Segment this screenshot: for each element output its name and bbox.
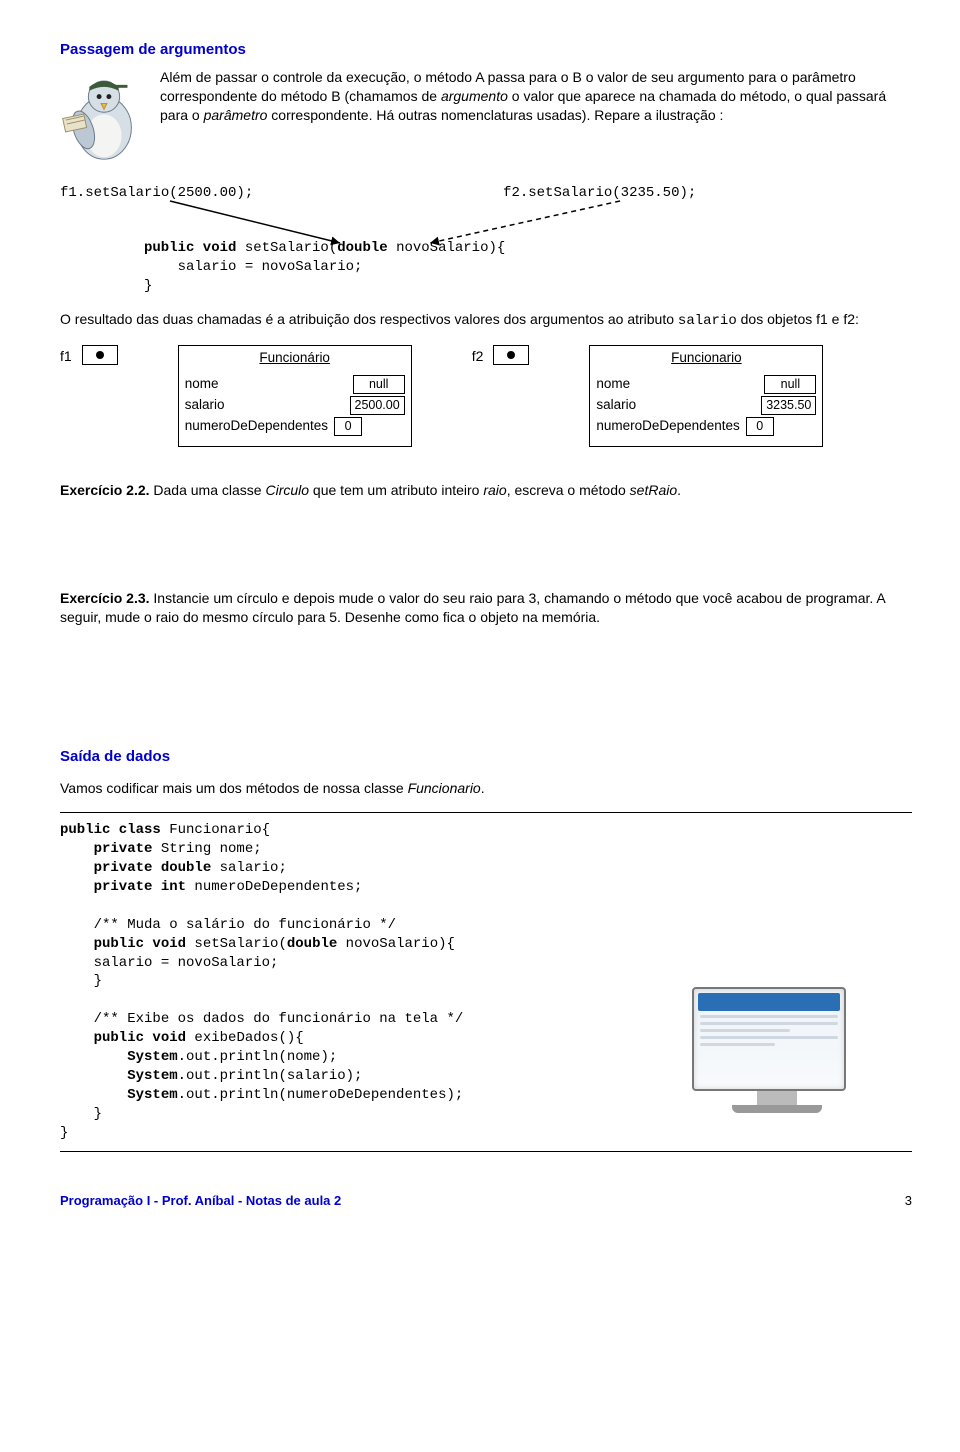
attr-dep-2: numeroDeDependentes	[596, 417, 739, 435]
c-s3a: System	[60, 1087, 178, 1103]
obj1-title: Funcionário	[185, 349, 405, 367]
c-s1b: .out.println(nome);	[178, 1049, 338, 1065]
c-l4a: private int	[60, 879, 186, 895]
c-cmt2: /** Exibe os dados do funcionário na tel…	[60, 1011, 463, 1027]
ex22-setraio: setRaio	[630, 482, 677, 498]
attr-nome-2: nome	[596, 375, 630, 393]
c-cmt1: /** Muda o salário do funcionário */	[60, 917, 396, 933]
method-close: }	[144, 277, 912, 296]
c-l1b: Funcionario{	[161, 822, 270, 838]
ex22-raio: raio	[483, 482, 506, 498]
c-l2a: private	[60, 841, 152, 857]
term-parametro: parâmetro	[204, 107, 268, 123]
pigeon-illustration	[60, 68, 148, 178]
obj2-title: Funcionario	[596, 349, 816, 367]
heading-passagem: Passagem de argumentos	[60, 40, 912, 60]
ex22-t2: que tem um atributo inteiro	[309, 482, 483, 498]
saida-t2: .	[481, 780, 485, 796]
ex22-t1: Dada uma classe	[150, 482, 266, 498]
c-l3a: private double	[60, 860, 211, 876]
arrow-diagram	[60, 199, 912, 245]
val-sal-1: 2500.00	[350, 396, 405, 415]
attr-nome-1: nome	[185, 375, 219, 393]
result-salario-mono: salario	[678, 313, 737, 329]
ref-f1-box	[82, 345, 118, 365]
c-m1b: setSalario(	[186, 936, 287, 952]
c-m1c: double	[287, 936, 337, 952]
object-f1: Funcionário nome null salario 2500.00 nume…	[178, 345, 412, 447]
attr-dep-1: numeroDeDependentes	[185, 417, 328, 435]
object-diagram-row: f1 Funcionário nome null salario 2500.00 n…	[60, 345, 912, 447]
exercise-2-3: Exercício 2.3. Instancie um círculo e de…	[60, 589, 912, 627]
val-dep-1: 0	[334, 417, 362, 436]
ex22-t3: , escreva o método	[507, 482, 630, 498]
result-text-1: O resultado das duas chamadas é a atribu…	[60, 311, 678, 327]
c-close: }	[60, 1125, 68, 1141]
val-null-2: null	[764, 375, 816, 394]
c-s1a: System	[60, 1049, 178, 1065]
c-l1a: public class	[60, 822, 161, 838]
ex23-text: Instancie um círculo e depois mude o val…	[60, 590, 885, 625]
dot-icon	[507, 351, 515, 359]
c-m1a: public void	[60, 936, 186, 952]
saida-funcionario: Funcionario	[408, 780, 481, 796]
monitor-illustration	[692, 987, 862, 1127]
attr-salario-2: salario	[596, 396, 636, 414]
val-null-1: null	[353, 375, 405, 394]
c-m1d: novoSalario){	[337, 936, 455, 952]
ex23-label: Exercício 2.3.	[60, 590, 150, 606]
saida-paragraph: Vamos codificar mais um dos métodos de n…	[60, 779, 912, 798]
ref-f1-label: f1	[60, 345, 72, 366]
intro-paragraph: Além de passar o controle da execução, o…	[160, 68, 912, 178]
c-l3b: salario;	[211, 860, 287, 876]
divider-bottom	[60, 1151, 912, 1152]
c-l2b: String nome;	[152, 841, 261, 857]
c-m2a: public void	[60, 1030, 186, 1046]
saida-t1: Vamos codificar mais um dos métodos de n…	[60, 780, 408, 796]
ex22-t4: .	[677, 482, 681, 498]
ref-f2-box	[493, 345, 529, 365]
ex22-circulo: Circulo	[265, 482, 309, 498]
c-s2a: System	[60, 1068, 178, 1084]
result-text-2: dos objetos f1 e f2:	[737, 311, 859, 327]
c-m2close: }	[60, 1106, 102, 1122]
c-m1body: salario = novoSalario;	[60, 955, 278, 971]
c-s2b: .out.println(salario);	[178, 1068, 363, 1084]
c-l4b: numeroDeDependentes;	[186, 879, 362, 895]
exercise-2-2: Exercício 2.2. Dada uma classe Circulo q…	[60, 481, 912, 500]
intro-text-3: correspondente. Há outras nomenclaturas …	[267, 107, 723, 123]
term-argumento: argumento	[441, 88, 508, 104]
object-f2: Funcionario nome null salario 3235.50 nume…	[589, 345, 823, 447]
ex22-label: Exercício 2.2.	[60, 482, 150, 498]
c-m2b: exibeDados(){	[186, 1030, 304, 1046]
val-sal-2: 3235.50	[761, 396, 816, 415]
footer-text: Programação I - Prof. Aníbal - Notas de …	[60, 1192, 341, 1210]
divider-top	[60, 812, 912, 813]
val-dep-2: 0	[746, 417, 774, 436]
heading-saida: Saída de dados	[60, 747, 912, 767]
page-number: 3	[905, 1192, 912, 1210]
c-s3b: .out.println(numeroDeDependentes);	[178, 1087, 464, 1103]
ref-f2-label: f2	[472, 345, 484, 366]
method-body: salario = novoSalario;	[144, 258, 912, 277]
c-m1close: }	[60, 973, 102, 989]
dot-icon	[96, 351, 104, 359]
result-paragraph: O resultado das duas chamadas é a atribu…	[60, 310, 912, 331]
attr-salario-1: salario	[185, 396, 225, 414]
